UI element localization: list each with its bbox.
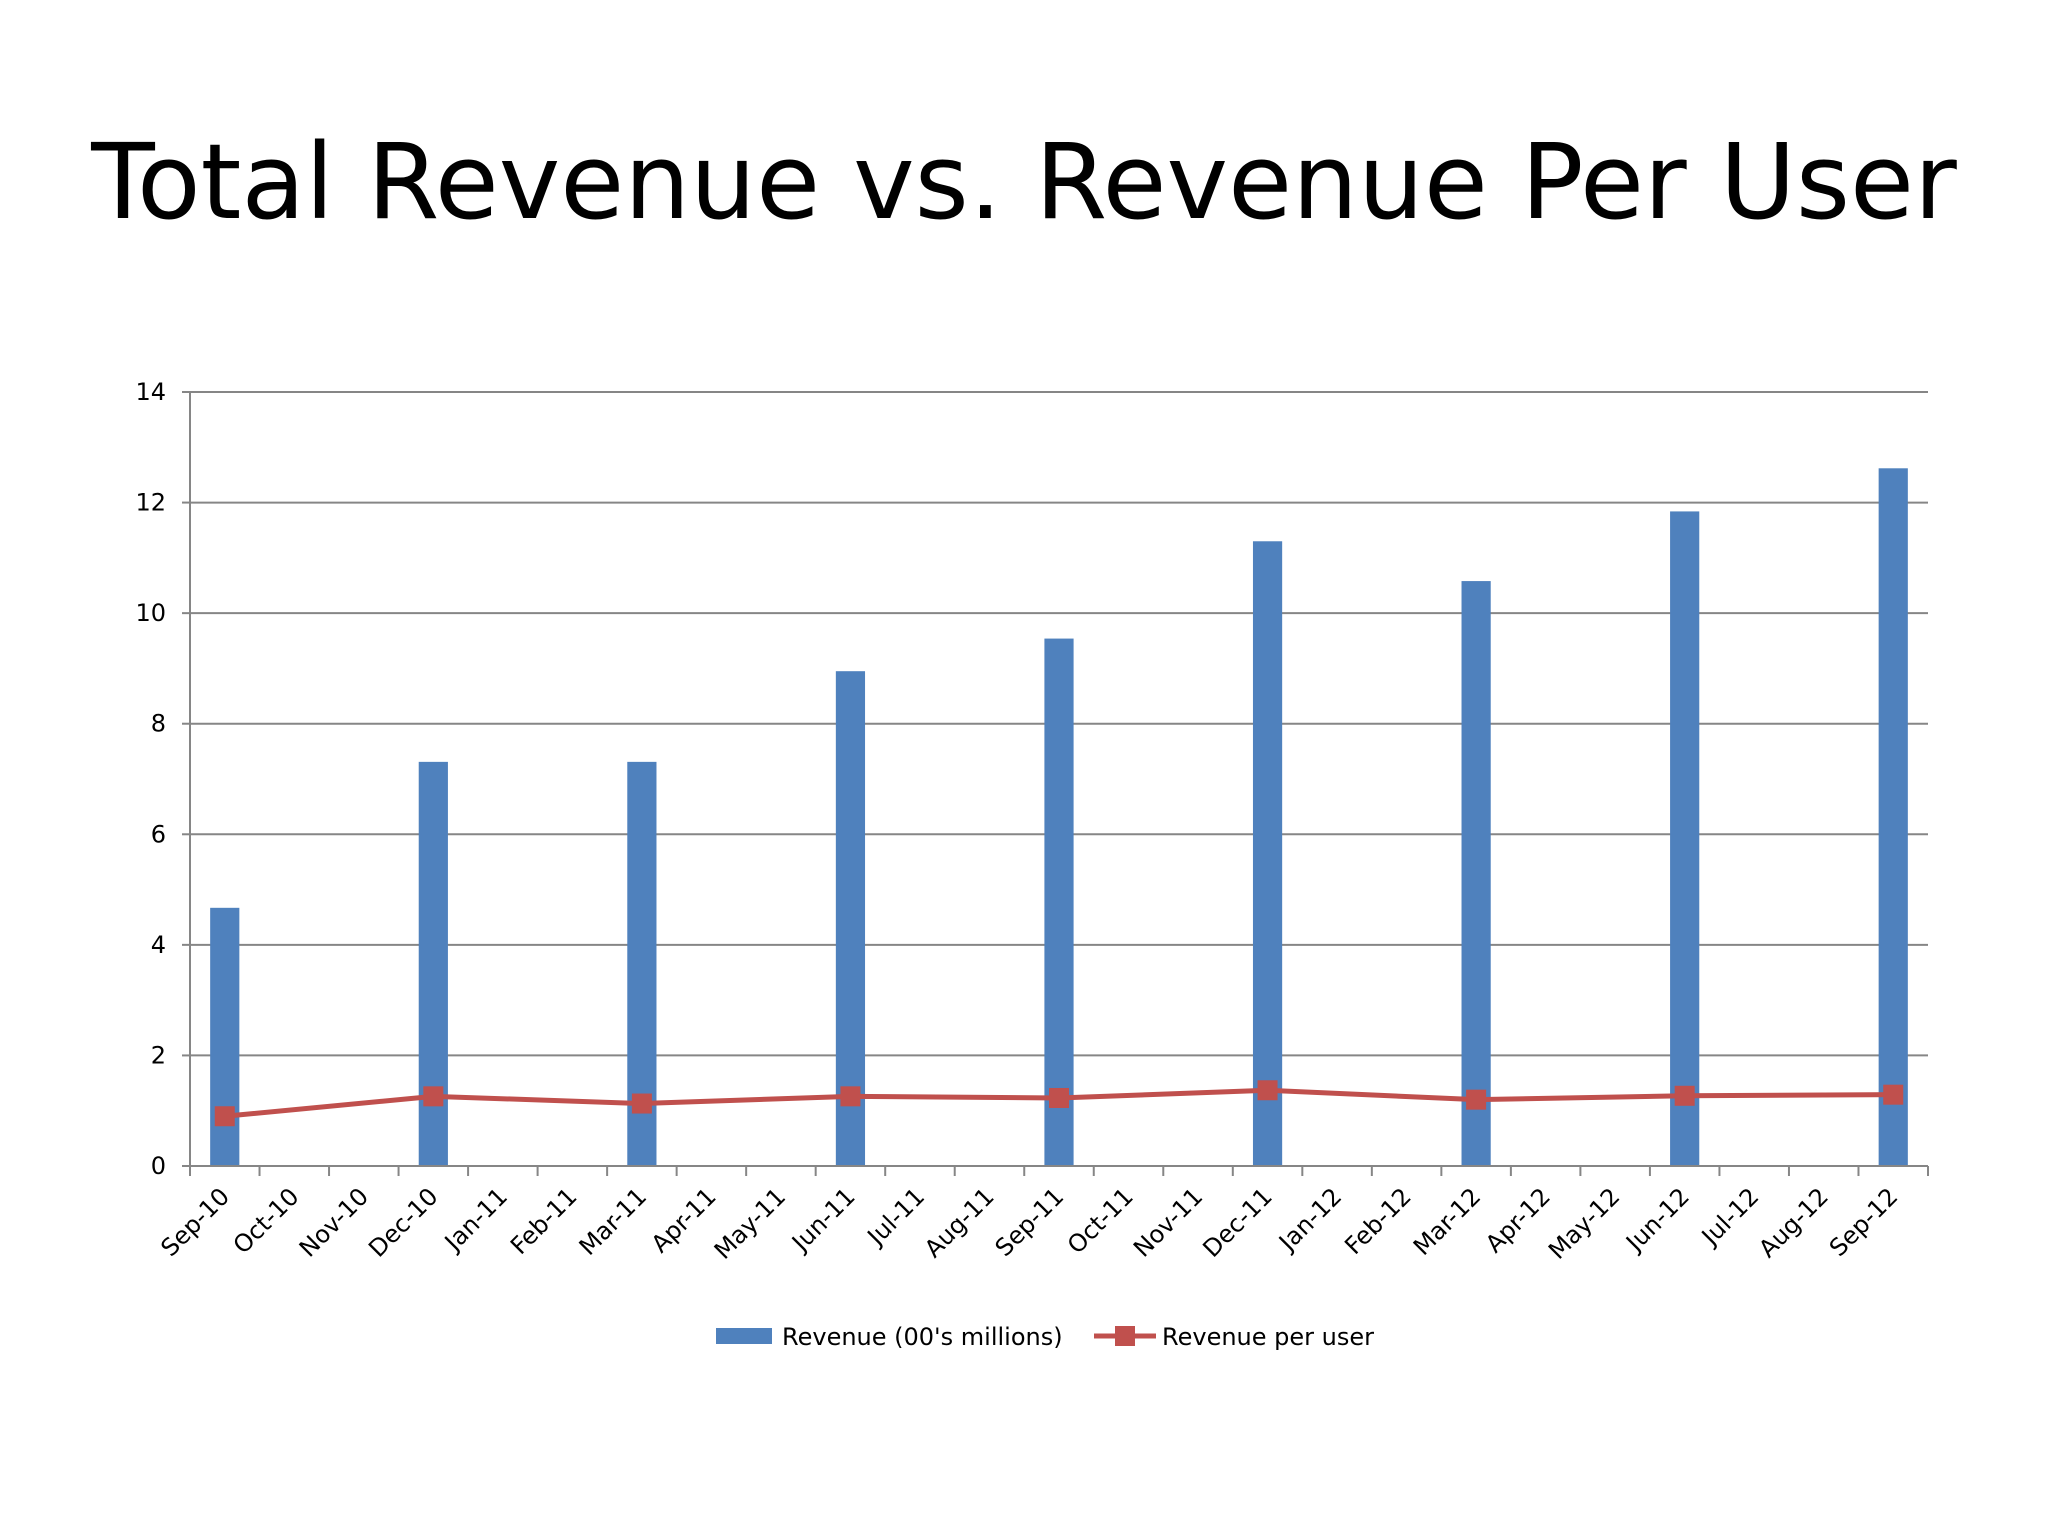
legend-swatch-revenue (716, 1328, 772, 1344)
x-tick-label: Sep-10 (155, 1182, 235, 1262)
y-tick-label: 14 (135, 378, 166, 406)
revenue-per-user-marker (423, 1086, 444, 1107)
legend: Revenue (00's millions) Revenue per user (716, 1323, 1374, 1351)
x-tick-label: Oct-11 (1062, 1182, 1139, 1259)
revenue-bar (1044, 638, 1074, 1166)
revenue-per-user-marker (840, 1086, 861, 1107)
y-tick-label: 12 (135, 489, 166, 517)
revenue-per-user-marker (214, 1106, 235, 1127)
revenue-per-user-marker (1466, 1089, 1487, 1110)
revenue-per-user-marker (1674, 1085, 1695, 1106)
bar-series (210, 468, 1908, 1167)
x-tick-label: May-12 (1543, 1182, 1625, 1264)
x-tick-label: Dec-10 (363, 1182, 443, 1262)
revenue-per-user-marker (1257, 1080, 1278, 1101)
x-tick-label: Aug-11 (919, 1182, 1000, 1263)
revenue-bar (1252, 541, 1283, 1166)
revenue-per-user-marker (631, 1093, 652, 1114)
x-tick-label: Nov-10 (294, 1182, 374, 1262)
legend-label-revenue-per-user: Revenue per user (1162, 1323, 1374, 1351)
x-tick-label: Dec-11 (1197, 1182, 1277, 1262)
x-tick-label: Nov-11 (1128, 1182, 1208, 1262)
x-tick-label: Oct-10 (228, 1182, 305, 1259)
x-tick-label: Feb-12 (1339, 1182, 1417, 1260)
x-tick-label: Sep-12 (1824, 1182, 1904, 1262)
x-tick-label: May-11 (709, 1182, 791, 1264)
revenue-bar (835, 671, 866, 1166)
legend-label-revenue: Revenue (00's millions) (782, 1323, 1063, 1351)
x-tick-label: Aug-12 (1753, 1182, 1834, 1263)
revenue-bar (210, 907, 240, 1166)
x-tick-labels: Sep-10Oct-10Nov-10Dec-10Jan-11Feb-11Mar-… (155, 1182, 1903, 1264)
revenue-per-user-marker (1883, 1084, 1904, 1105)
x-tick-label: Feb-11 (505, 1182, 583, 1260)
x-tick-label: Mar-11 (574, 1182, 652, 1260)
revenue-per-user-marker (1049, 1087, 1069, 1108)
revenue-bar (1461, 581, 1491, 1166)
y-tick-label: 2 (151, 1041, 166, 1069)
axes (182, 391, 1929, 1176)
y-tick-label: 4 (151, 931, 166, 959)
x-tick-label: Mar-12 (1408, 1182, 1486, 1260)
y-tick-label: 0 (151, 1152, 166, 1180)
x-tick-label: Jun-11 (785, 1182, 860, 1257)
legend-swatch-marker (1115, 1326, 1135, 1346)
x-tick-label: Jan-11 (438, 1182, 513, 1257)
x-tick-label: Sep-11 (990, 1182, 1070, 1262)
slide-title: Total Revenue vs. Revenue Per User (91, 121, 1957, 243)
line-series (214, 1080, 1904, 1127)
y-tick-label: 6 (151, 820, 166, 848)
x-tick-label: Jun-12 (1619, 1182, 1694, 1257)
y-tick-labels: 0 2 4 6 8 10 12 14 (135, 378, 166, 1180)
y-tick-label: 8 (151, 710, 166, 738)
x-tick-label: Jan-12 (1272, 1182, 1347, 1257)
y-tick-label: 10 (135, 599, 166, 627)
revenue-bar (1670, 511, 1700, 1167)
revenue-bar (1878, 468, 1908, 1166)
